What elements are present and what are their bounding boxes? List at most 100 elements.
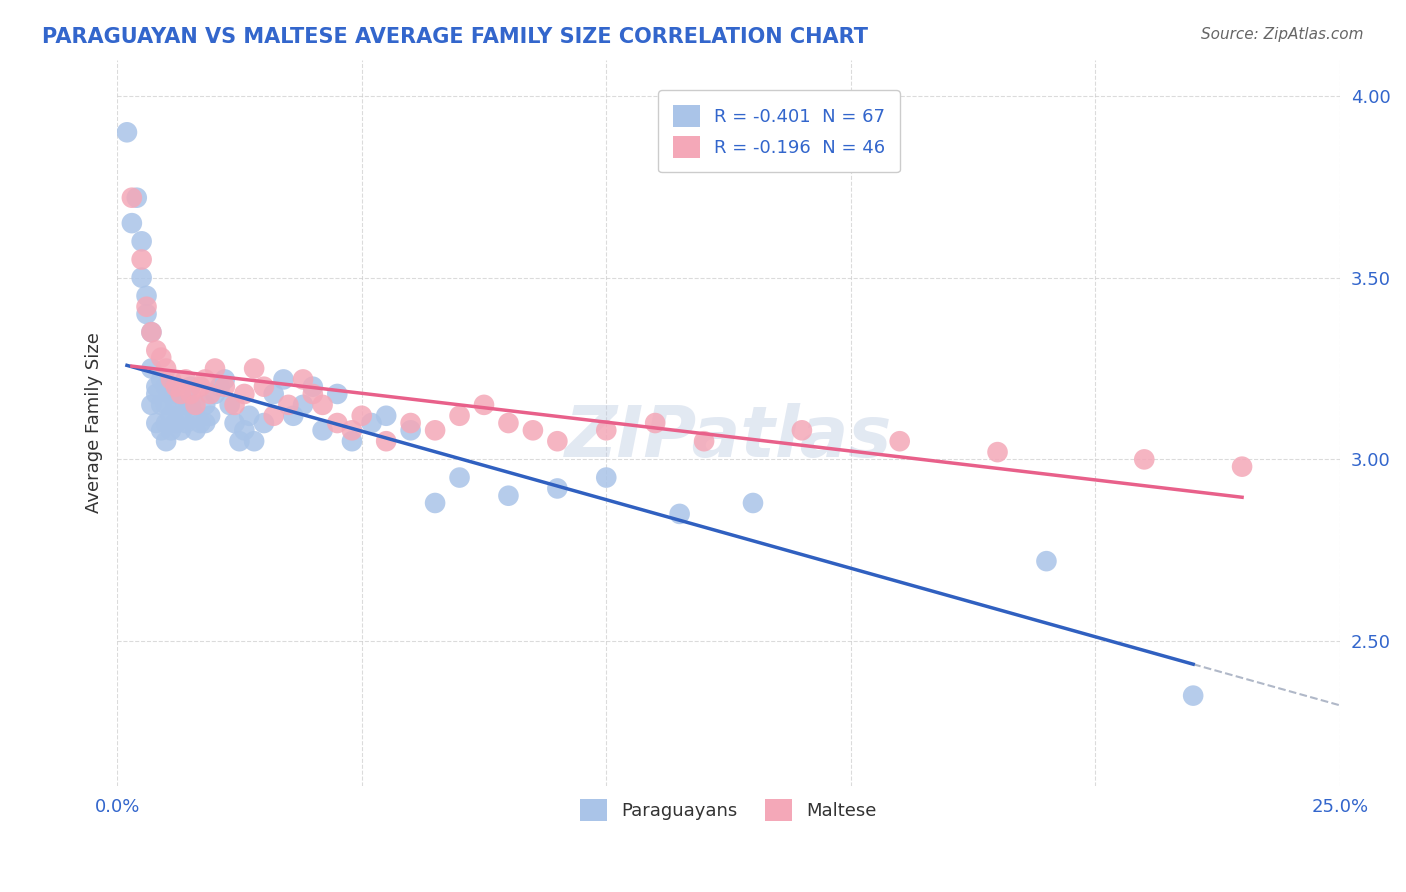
Legend: Paraguayans, Maltese: Paraguayans, Maltese xyxy=(565,785,891,836)
Point xyxy=(160,387,183,401)
Point xyxy=(208,380,231,394)
Point xyxy=(1230,459,1253,474)
Point xyxy=(155,416,177,430)
Point xyxy=(399,416,422,430)
Point xyxy=(595,423,617,437)
Point xyxy=(233,387,256,401)
Point xyxy=(311,423,333,437)
Point xyxy=(224,398,246,412)
Point xyxy=(292,372,315,386)
Point xyxy=(238,409,260,423)
Point xyxy=(546,482,568,496)
Point xyxy=(155,361,177,376)
Point xyxy=(135,300,157,314)
Point xyxy=(141,325,163,339)
Text: Source: ZipAtlas.com: Source: ZipAtlas.com xyxy=(1201,27,1364,42)
Point xyxy=(131,270,153,285)
Point xyxy=(131,252,153,267)
Point xyxy=(135,307,157,321)
Point xyxy=(340,423,363,437)
Point xyxy=(160,409,183,423)
Point xyxy=(198,409,221,423)
Point xyxy=(449,470,471,484)
Point xyxy=(170,423,193,437)
Point xyxy=(184,409,207,423)
Point xyxy=(326,387,349,401)
Point xyxy=(360,416,382,430)
Point xyxy=(115,125,138,139)
Point xyxy=(423,496,446,510)
Point xyxy=(595,470,617,484)
Point xyxy=(165,416,187,430)
Point xyxy=(155,380,177,394)
Point xyxy=(145,387,167,401)
Point xyxy=(263,409,285,423)
Point xyxy=(498,416,520,430)
Point xyxy=(233,423,256,437)
Point xyxy=(155,434,177,449)
Point xyxy=(350,409,373,423)
Point xyxy=(228,434,250,449)
Point xyxy=(174,416,197,430)
Text: PARAGUAYAN VS MALTESE AVERAGE FAMILY SIZE CORRELATION CHART: PARAGUAYAN VS MALTESE AVERAGE FAMILY SIZ… xyxy=(42,27,868,46)
Y-axis label: Average Family Size: Average Family Size xyxy=(86,333,103,514)
Point xyxy=(170,387,193,401)
Point xyxy=(253,416,276,430)
Point xyxy=(399,423,422,437)
Point xyxy=(498,489,520,503)
Point xyxy=(311,398,333,412)
Point xyxy=(121,216,143,230)
Point xyxy=(224,416,246,430)
Point xyxy=(194,416,217,430)
Point xyxy=(150,372,173,386)
Point xyxy=(283,409,305,423)
Point xyxy=(1182,689,1205,703)
Point xyxy=(121,191,143,205)
Point xyxy=(693,434,716,449)
Point xyxy=(180,398,202,412)
Point xyxy=(150,423,173,437)
Point xyxy=(141,361,163,376)
Point xyxy=(214,372,236,386)
Point xyxy=(174,372,197,386)
Point xyxy=(204,361,226,376)
Point xyxy=(889,434,911,449)
Point xyxy=(273,372,295,386)
Point xyxy=(125,191,148,205)
Point xyxy=(742,496,765,510)
Point xyxy=(423,423,446,437)
Point xyxy=(204,387,226,401)
Point xyxy=(188,380,211,394)
Point xyxy=(546,434,568,449)
Point xyxy=(141,325,163,339)
Point xyxy=(790,423,813,437)
Point xyxy=(243,361,266,376)
Text: ZIPatlas: ZIPatlas xyxy=(565,403,893,472)
Point xyxy=(243,434,266,449)
Point xyxy=(145,416,167,430)
Point xyxy=(301,387,323,401)
Point xyxy=(165,380,187,394)
Point xyxy=(135,289,157,303)
Point xyxy=(188,416,211,430)
Point xyxy=(253,380,276,394)
Point xyxy=(174,398,197,412)
Point xyxy=(644,416,666,430)
Point xyxy=(184,398,207,412)
Point xyxy=(141,398,163,412)
Point xyxy=(160,423,183,437)
Point xyxy=(986,445,1008,459)
Point xyxy=(301,380,323,394)
Point xyxy=(1133,452,1156,467)
Point xyxy=(263,387,285,401)
Point xyxy=(375,409,398,423)
Point xyxy=(449,409,471,423)
Point xyxy=(340,434,363,449)
Point xyxy=(150,398,173,412)
Point xyxy=(194,398,217,412)
Point xyxy=(1035,554,1057,568)
Point xyxy=(668,507,690,521)
Point xyxy=(375,434,398,449)
Point xyxy=(214,380,236,394)
Point xyxy=(326,416,349,430)
